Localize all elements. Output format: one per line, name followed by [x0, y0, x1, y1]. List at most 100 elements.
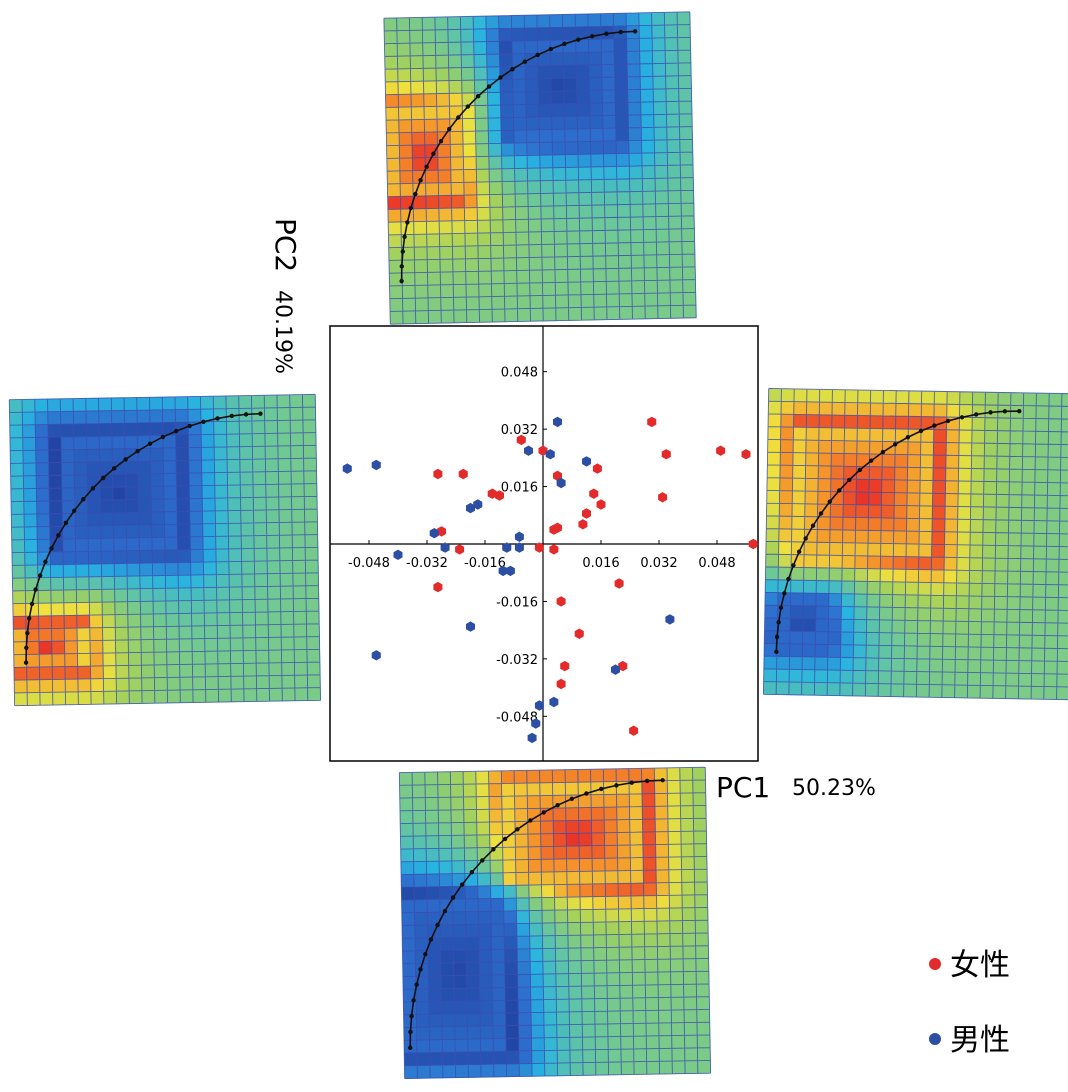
male-point [466, 621, 475, 632]
grid-cell [654, 767, 668, 782]
grid-cell [601, 38, 615, 53]
grid-cell [24, 513, 38, 528]
grid-cell [652, 50, 666, 64]
grid-cell [942, 659, 956, 673]
grid-cell [63, 577, 77, 591]
grid-cell [478, 936, 492, 950]
grid-cell [435, 55, 450, 69]
grid-cell [451, 207, 465, 222]
grid-cell [632, 306, 646, 320]
grid-cell [294, 662, 308, 676]
grid-cell [569, 1037, 583, 1051]
landmark-point [614, 783, 619, 788]
grid-cell [243, 663, 257, 677]
grid-cell [279, 522, 293, 536]
grid-cell [87, 525, 102, 539]
grid-cell [580, 947, 595, 961]
grid-cell [480, 1051, 494, 1065]
grid-cell [241, 573, 256, 588]
landmark-point [498, 75, 503, 80]
grid-cell [39, 692, 54, 706]
grid-cell [60, 424, 74, 438]
grid-cell [576, 90, 591, 104]
grid-cell [1009, 443, 1024, 457]
grid-cell [1023, 405, 1037, 419]
grid-cell [162, 396, 176, 411]
grid-cell [492, 987, 506, 1001]
grid-cell [695, 945, 709, 959]
grid-cell [828, 606, 842, 620]
grid-cell [957, 519, 971, 533]
grid-cell [413, 861, 427, 875]
grid-cell [971, 430, 986, 444]
grid-cell [500, 104, 514, 119]
grid-cell [956, 557, 971, 571]
grid-cell [806, 414, 820, 428]
grid-cell [99, 448, 113, 463]
grid-cell [423, 80, 437, 95]
grid-cell [827, 682, 841, 696]
grid-cell [464, 220, 478, 234]
grid-cell [467, 1038, 482, 1053]
grid-cell [254, 548, 268, 562]
grid-cell [440, 937, 454, 951]
grid-cell [614, 64, 628, 78]
landmark-point [584, 791, 589, 796]
grid-cell [454, 1000, 468, 1015]
grid-cell [165, 588, 179, 602]
series-1 [342, 416, 675, 744]
grid-cell [1061, 419, 1068, 433]
grid-cell [643, 882, 657, 897]
grid-cell [476, 796, 490, 810]
grid-cell [630, 857, 644, 871]
grid-cell [205, 676, 219, 690]
grid-cell [490, 219, 504, 234]
grid-cell [793, 401, 808, 415]
grid-cell [817, 478, 832, 492]
grid-cell [590, 768, 604, 783]
grid-cell [779, 490, 793, 504]
grid-cell [790, 592, 804, 607]
grid-cell [75, 525, 89, 540]
grid-cell [778, 528, 793, 543]
grid-cell [566, 845, 580, 860]
grid-cell [683, 971, 697, 985]
grid-cell [152, 575, 166, 589]
grid-cell [972, 391, 986, 406]
grid-cell [60, 411, 74, 425]
grid-cell [818, 440, 832, 454]
grid-cell [452, 924, 467, 938]
grid-cell [804, 542, 818, 556]
grid-cell [436, 93, 450, 107]
landmark-point [400, 249, 405, 254]
grid-cell [192, 689, 207, 703]
grid-cell [10, 450, 24, 464]
grid-cell [945, 468, 959, 482]
grid-cell [62, 526, 76, 540]
grid-cell [112, 448, 126, 462]
landmark-point [447, 126, 452, 132]
grid-cell [141, 677, 155, 691]
grid-cell [227, 484, 241, 499]
grid-cell [555, 948, 569, 962]
grid-cell [525, 66, 539, 80]
grid-cell [242, 637, 257, 651]
grid-cell [639, 63, 654, 77]
grid-cell [579, 217, 593, 232]
landmark-point [618, 29, 623, 35]
grid-cell [178, 587, 192, 602]
landmark-point [37, 573, 43, 578]
grid-cell [255, 624, 269, 638]
grid-cell [664, 12, 678, 26]
grid-cell [801, 682, 815, 696]
grid-cell [524, 27, 538, 42]
grid-cell [1021, 520, 1035, 534]
grid-cell [477, 872, 491, 887]
grid-cell [491, 283, 505, 297]
grid-cell [554, 897, 568, 911]
grid-cell [165, 562, 179, 576]
grid-cell [955, 633, 969, 648]
grid-cell [153, 626, 167, 640]
grid-cell [1019, 622, 1033, 636]
grid-cell [478, 949, 493, 963]
